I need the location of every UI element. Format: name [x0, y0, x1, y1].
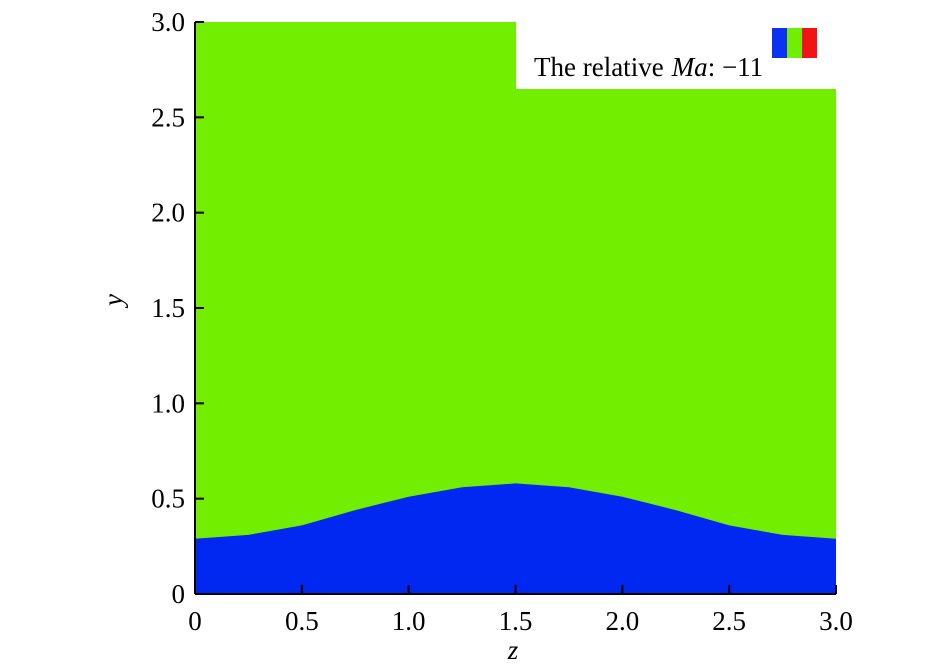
- legend-swatch: [802, 28, 817, 58]
- x-tick-label: 0: [188, 606, 202, 636]
- legend-swatch: [787, 28, 802, 58]
- legend-label: The relative Ma: −11: [534, 52, 763, 82]
- plot-area: [195, 22, 836, 594]
- x-tick-label: 1.0: [392, 606, 426, 636]
- y-tick-label: 2.5: [151, 102, 185, 132]
- y-tick-label: 0.5: [151, 484, 185, 514]
- y-axis-label: y: [98, 294, 128, 309]
- legend-suffix: : −11: [708, 52, 763, 82]
- x-tick-label: 3.0: [819, 606, 853, 636]
- x-tick-label: 0.5: [285, 606, 319, 636]
- legend-prefix: The relative: [534, 52, 664, 82]
- x-tick-label: 2.5: [712, 606, 746, 636]
- legend-swatch: [772, 28, 787, 58]
- y-tick-label: 2.0: [151, 198, 185, 228]
- y-tick-label: 1.0: [151, 388, 185, 418]
- y-tick-label: 1.5: [151, 293, 185, 323]
- x-tick-label: 1.5: [499, 606, 533, 636]
- y-tick-label: 3.0: [151, 7, 185, 37]
- y-tick-label: 0: [172, 579, 186, 609]
- lower-region: [195, 483, 836, 594]
- x-tick-label: 2.0: [605, 606, 639, 636]
- legend-symbol: Ma: [671, 52, 708, 82]
- x-axis-label: z: [507, 635, 519, 665]
